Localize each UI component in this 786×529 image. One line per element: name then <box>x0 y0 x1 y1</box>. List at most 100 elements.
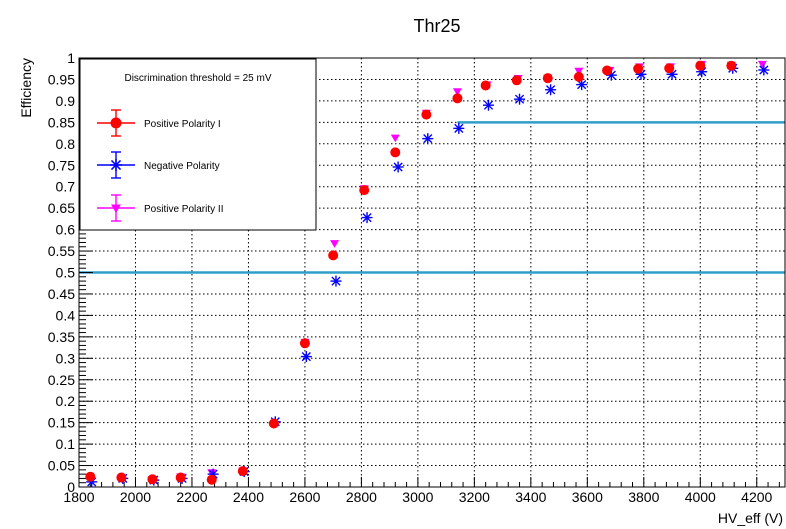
marker-circle <box>110 117 122 129</box>
y-tick-label: 0.55 <box>48 243 75 259</box>
x-tick-label: 3200 <box>459 489 490 505</box>
y-tick-label: 0.4 <box>56 307 76 323</box>
marker-star-stroke <box>514 94 525 104</box>
axes: 1800 2000 2200 2400 2600 2800 3000 3200 3400 3600… <box>48 50 780 505</box>
chart-title: Thr25 <box>413 16 460 36</box>
marker-star <box>758 64 770 76</box>
x-tick-label: 1800 <box>63 489 94 505</box>
marker-circle <box>299 338 310 349</box>
marker-star <box>514 93 526 105</box>
marker-star <box>482 99 494 111</box>
x-tick-label: 3800 <box>628 489 659 505</box>
marker-star <box>109 158 123 172</box>
marker-circle <box>390 147 401 158</box>
marker-circle <box>175 472 186 483</box>
y-tick-label: 0.65 <box>48 200 75 216</box>
y-tick-label: 0.9 <box>56 93 76 109</box>
marker-triangle <box>390 134 400 143</box>
marker-circle <box>573 71 584 82</box>
legend-header: Discrimination threshold = 25 mV <box>124 73 271 84</box>
y-tick-label: 0.2 <box>56 393 76 409</box>
marker-star <box>330 275 342 287</box>
marker-star <box>392 161 404 173</box>
y-tick-label: 0.25 <box>48 372 75 388</box>
x-axis-label: HV_eff (V) <box>718 510 783 526</box>
y-tick-label: 0.75 <box>48 157 75 173</box>
marker-star <box>422 133 434 145</box>
marker-star-stroke <box>110 159 122 171</box>
marker-star-stroke <box>301 351 311 362</box>
legend-box <box>79 58 317 231</box>
y-tick-label: 0.7 <box>56 179 76 195</box>
marker-triangle <box>111 204 121 213</box>
marker-star <box>300 351 312 363</box>
marker-circle <box>695 60 706 71</box>
marker-star-stroke <box>393 162 403 172</box>
data-points <box>85 60 770 488</box>
y-axis-label: Efficiency <box>18 58 34 118</box>
x-tick-label: 2800 <box>346 489 377 505</box>
marker-star-stroke <box>331 276 341 286</box>
x-tick-label: 4200 <box>741 489 772 505</box>
y-tick-label: 0.15 <box>48 415 75 431</box>
y-tick-label: 0.1 <box>56 436 76 452</box>
marker-star-stroke <box>423 134 433 144</box>
x-tick-label: 2200 <box>176 489 207 505</box>
x-tick-label: 4000 <box>685 489 716 505</box>
marker-circle <box>452 93 463 104</box>
marker-circle <box>511 75 522 86</box>
reference-lines <box>79 121 785 274</box>
marker-circle <box>664 63 675 74</box>
x-tick-label: 3400 <box>515 489 546 505</box>
marker-star-stroke <box>636 69 646 79</box>
marker-star <box>545 84 557 96</box>
series-positive-polarity-i <box>85 60 737 485</box>
y-tick-label: 0.3 <box>56 350 76 366</box>
y-tick-label: 0.45 <box>48 286 75 302</box>
marker-star-stroke <box>545 85 556 95</box>
y-tick-label: 0.8 <box>56 136 76 152</box>
marker-circle <box>480 80 491 91</box>
marker-triangle <box>574 67 584 76</box>
marker-circle <box>116 472 127 483</box>
y-tick-label: 0 <box>67 479 75 495</box>
marker-circle <box>237 466 248 477</box>
marker-star-stroke <box>667 69 677 79</box>
y-tick-label: 1 <box>67 50 75 66</box>
marker-circle <box>421 109 432 120</box>
marker-circle <box>147 474 158 485</box>
y-tick-label: 0.35 <box>48 329 75 345</box>
marker-star <box>453 122 465 134</box>
marker-triangle <box>757 60 767 69</box>
y-tick-label: 0.95 <box>48 71 75 87</box>
legend-label: Negative Polarity <box>144 161 220 172</box>
marker-star-stroke <box>362 212 372 223</box>
marker-circle <box>85 471 96 482</box>
marker-circle <box>359 185 370 196</box>
marker-circle <box>726 60 737 71</box>
marker-star-stroke <box>483 100 494 110</box>
x-tick-label: 2600 <box>289 489 320 505</box>
marker-circle <box>206 474 217 485</box>
y-tick-label: 0.85 <box>48 114 75 130</box>
marker-star <box>361 212 373 224</box>
legend-label: Positive Polarity II <box>144 204 223 215</box>
marker-circle <box>328 250 339 261</box>
marker-triangle <box>452 88 462 96</box>
marker-circle <box>602 65 613 76</box>
y-tick-label: 0.6 <box>56 222 76 238</box>
marker-circle <box>542 73 553 84</box>
marker-star-stroke <box>454 123 464 133</box>
marker-star-stroke <box>577 79 587 90</box>
x-tick-label: 2400 <box>233 489 264 505</box>
legend: Discrimination threshold = 25 mV Positive… <box>79 58 317 231</box>
marker-star-stroke <box>606 70 616 80</box>
legend-label: Positive Polarity I <box>144 119 221 130</box>
marker-triangle <box>330 240 340 248</box>
y-tick-label: 0.5 <box>56 265 76 281</box>
x-tick-label: 3000 <box>402 489 433 505</box>
x-tick-label: 2000 <box>120 489 151 505</box>
marker-circle <box>633 63 644 74</box>
marker-star-stroke <box>697 67 707 77</box>
